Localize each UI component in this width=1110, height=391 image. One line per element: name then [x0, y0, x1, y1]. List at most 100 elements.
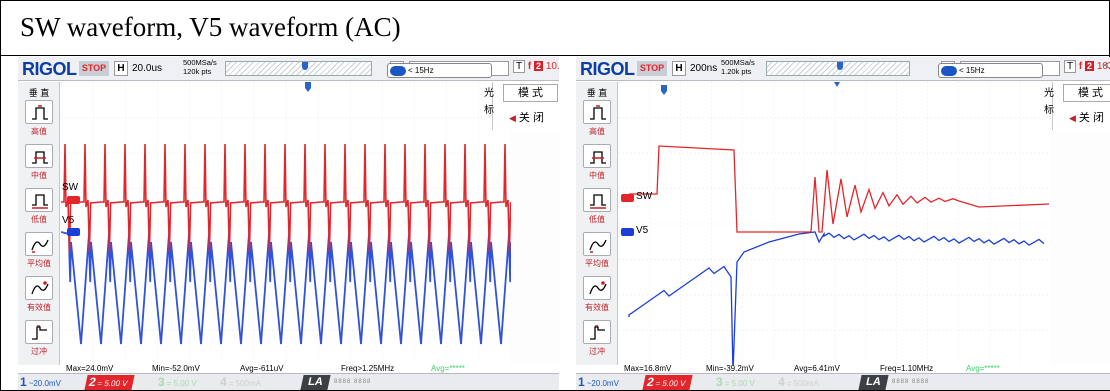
measure-high-button[interactable] — [25, 100, 53, 124]
channel-sw-marker[interactable] — [67, 196, 80, 204]
logic-analyzer-button[interactable]: LA — [300, 375, 331, 390]
measure-low-label: 低值 — [589, 215, 605, 224]
sample-info: 500MSa/s 120k pts — [183, 58, 217, 76]
sw-trace — [61, 143, 511, 253]
cursor-mode-panel: 模 式 ◀ 关 闭 — [1052, 82, 1110, 130]
measure-high-button[interactable] — [583, 100, 611, 124]
trigger-type: T — [513, 60, 526, 73]
run-stop-status[interactable]: STOP — [637, 61, 667, 76]
measurement-stats: Max=24.0mV Min=-52.0mV Avg=-611uV Freq>1… — [18, 364, 559, 374]
digital-channels: 8888 8888 — [892, 379, 930, 385]
time-marker-icon — [834, 82, 840, 87]
memory-strip — [766, 61, 910, 76]
channel-sw-label: SW — [636, 191, 653, 202]
overshoot-icon — [590, 325, 605, 340]
measure-avg-button[interactable] — [583, 232, 611, 256]
ch4-indicator[interactable]: 4 = 500mA — [778, 375, 819, 389]
channel-sw-marker[interactable] — [621, 194, 634, 202]
waveform-grid — [619, 82, 1051, 366]
trigger-info[interactable]: T f 2 10.1 V — [513, 60, 559, 73]
brand-logo: RIGOL — [580, 59, 635, 79]
logic-analyzer-button[interactable]: LA — [858, 375, 889, 390]
brand-logo: RIGOL — [22, 59, 77, 79]
pulse-mid-icon — [590, 151, 606, 164]
measure-low-label: 低值 — [31, 215, 47, 224]
trigger-type: T — [1064, 60, 1077, 73]
sidebar-title: 垂 直 — [28, 88, 50, 98]
measure-rms-button[interactable] — [25, 276, 53, 300]
vertical-measure-sidebar: 垂 直 高值 中值 低值 平均值 有效值 过冲 — [18, 82, 60, 366]
trigger-level: 10.1 V — [1096, 61, 1110, 72]
cursor-side-label: 光标 — [1044, 88, 1054, 116]
waveform-display[interactable] — [619, 82, 1051, 366]
trigger-position-marker — [837, 62, 843, 70]
sidebar-title: 垂 直 — [586, 88, 608, 98]
channel-v5-label: V5 — [636, 225, 649, 236]
timebase-value[interactable]: 200ns — [690, 63, 718, 74]
measure-avg-label: 平均值 — [585, 259, 609, 268]
close-option[interactable]: ◀ 关 闭 — [509, 109, 544, 125]
speaker-icon[interactable]: ◁ — [1103, 59, 1110, 71]
freq-popup-text: < 15Hz — [959, 66, 985, 75]
pulse-low-icon — [32, 194, 48, 209]
channel-v5-marker[interactable] — [67, 228, 80, 236]
channel-bar: 1 ~20.0mV 2= 5.00 V 3 = 5.00 V 4 = 500mA LA… — [18, 373, 559, 390]
trigger-position-marker — [302, 62, 308, 70]
close-option[interactable]: ◀ 关 闭 — [1069, 109, 1104, 125]
timebase-value[interactable]: 20.0us — [132, 63, 163, 74]
v5-trace — [61, 231, 511, 345]
measure-overshoot-button[interactable] — [25, 320, 53, 344]
channel-sw-label: SW — [62, 182, 79, 193]
v5-trace — [628, 231, 1045, 366]
wave-average-icon — [31, 239, 49, 253]
waveform-grid — [61, 82, 511, 366]
measure-overshoot-label: 过冲 — [589, 347, 605, 356]
measure-mid-button[interactable] — [25, 144, 53, 168]
trigger-marker-icon — [661, 85, 667, 95]
sw-trace — [629, 145, 1050, 233]
left-arrow-icon: ◀ — [509, 113, 516, 123]
measure-low-button[interactable] — [25, 188, 53, 212]
ch2-indicator[interactable]: 2= 5.00 V — [642, 375, 693, 390]
toggle-pill-icon — [390, 65, 406, 76]
close-option-label: 关 闭 — [1078, 112, 1104, 124]
freq-popup-text: < 15Hz — [408, 66, 434, 75]
mode-button[interactable]: 模 式 — [1063, 84, 1110, 102]
measure-overshoot-button[interactable] — [583, 320, 611, 344]
measure-mid-label: 中值 — [31, 171, 47, 180]
overshoot-icon — [32, 325, 47, 340]
channel-v5-label: V5 — [62, 215, 75, 226]
wave-average-icon — [589, 239, 607, 253]
measure-rms-button[interactable] — [583, 276, 611, 300]
ch2-indicator[interactable]: 2= 5.00 V — [84, 375, 135, 390]
trigger-freq-popup: < 15Hz — [387, 63, 492, 78]
measure-low-button[interactable] — [583, 188, 611, 212]
pulse-mid-icon — [32, 151, 48, 164]
measure-avg-button[interactable] — [25, 232, 53, 256]
channel-bar: 1 ~20.0mV 2= 5.00 V 3 = 5.00 V 4 = 500mA LA… — [576, 373, 1110, 390]
measure-rms-label: 有效值 — [585, 303, 609, 312]
pulse-high-icon — [590, 105, 606, 120]
ch1-indicator[interactable]: 1 ~20.0mV — [578, 375, 619, 389]
ch4-indicator[interactable]: 4 = 500mA — [220, 375, 261, 389]
trigger-source: 2 — [1085, 61, 1095, 71]
trigger-info[interactable]: T f 2 10.1 V — [1064, 60, 1110, 73]
vertical-measure-sidebar: 垂 直 高值 中值 低值 平均值 有效值 过冲 — [576, 82, 618, 366]
left-arrow-icon: ◀ — [1069, 113, 1076, 123]
measure-mid-button[interactable] — [583, 144, 611, 168]
ch3-indicator[interactable]: 3 = 5.00 V — [716, 375, 755, 389]
run-stop-status[interactable]: STOP — [79, 61, 109, 76]
ch3-indicator[interactable]: 3 = 5.00 V — [158, 375, 197, 389]
pulse-low-icon — [590, 194, 606, 209]
sample-info: 500MSa/s 1.20k pts — [721, 58, 755, 76]
toggle-pill-icon — [941, 65, 957, 76]
wave-rms-icon — [31, 281, 49, 295]
scope-topbar: RIGOL STOP H 20.0us 500MSa/s 120k pts D … — [18, 57, 559, 81]
measure-mid-label: 中值 — [589, 171, 605, 180]
channel-v5-marker[interactable] — [621, 228, 634, 236]
waveform-display[interactable] — [61, 82, 511, 366]
mode-button[interactable]: 模 式 — [503, 84, 558, 102]
measure-high-label: 高值 — [589, 127, 605, 136]
ch1-indicator[interactable]: 1 ~20.0mV — [20, 375, 61, 389]
trigger-edge-icon: f — [527, 61, 532, 72]
